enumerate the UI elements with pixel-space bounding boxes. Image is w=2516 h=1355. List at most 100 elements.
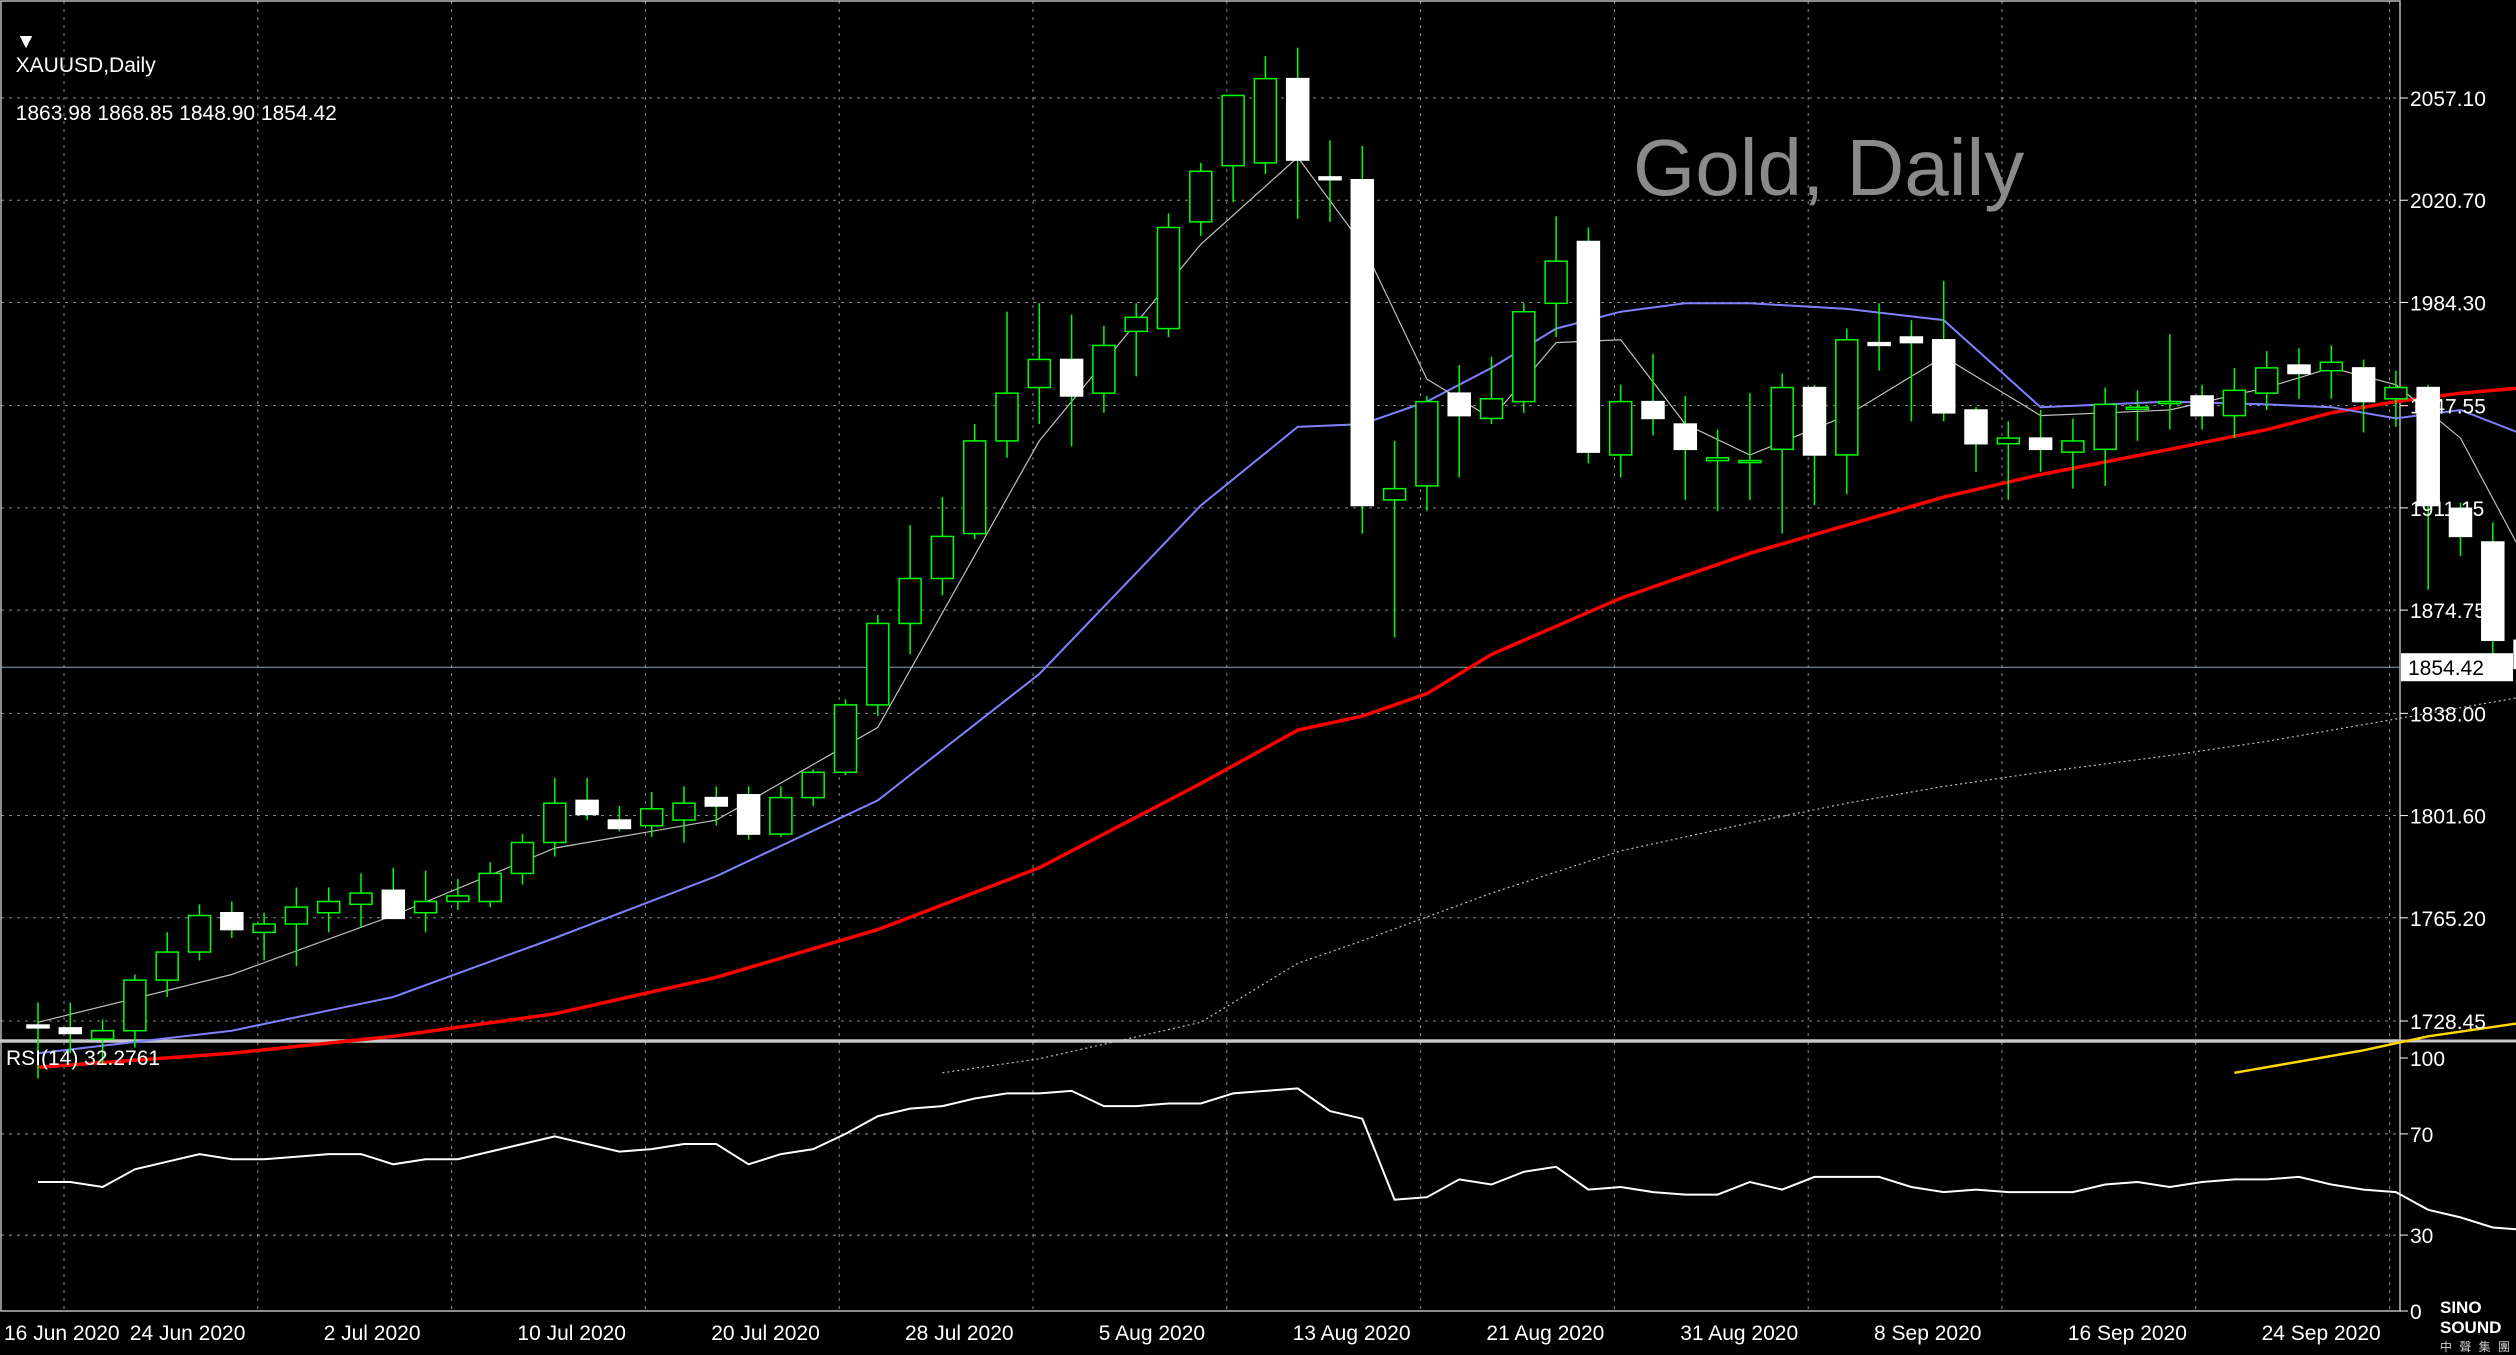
moving-average-layer bbox=[37, 156, 2516, 1075]
candle-bull bbox=[2093, 403, 2117, 451]
candle-bull bbox=[155, 951, 179, 981]
axis-layer: 2057.10 2020.70 1984.30 1947.55 1911.15 1874.… bbox=[4, 88, 2513, 1345]
candle-bear bbox=[1931, 339, 1956, 414]
rsi-tick-label: 100 bbox=[2410, 1048, 2445, 1071]
price-tick-label: 2020.70 bbox=[2410, 190, 2486, 213]
candle-bull bbox=[1738, 459, 1762, 464]
candle-bull bbox=[672, 802, 696, 821]
candle-bull bbox=[769, 796, 793, 835]
candle-bear bbox=[1899, 336, 1924, 344]
candle-bull bbox=[898, 577, 922, 625]
candle-bear bbox=[220, 911, 244, 931]
candle-bull bbox=[1996, 437, 2021, 445]
candle-bear bbox=[2287, 364, 2311, 375]
candle-bull bbox=[962, 440, 987, 535]
collapse-triangle-icon[interactable]: ▼ bbox=[15, 30, 37, 53]
candle-bear bbox=[2190, 395, 2214, 417]
time-tick-label: 8 Sep 2020 bbox=[1874, 1322, 1981, 1345]
rsi-line bbox=[38, 1087, 2516, 1231]
candle-bear bbox=[2448, 507, 2473, 538]
time-tick-label: 24 Jun 2020 bbox=[130, 1322, 246, 1345]
candle-bull bbox=[1092, 344, 1116, 394]
candle-bear bbox=[2481, 541, 2505, 642]
ma-blue-line bbox=[37, 302, 2516, 1055]
candle-bull bbox=[1770, 386, 1794, 451]
time-tick-label: 5 Aug 2020 bbox=[1099, 1322, 1205, 1345]
candle-bull bbox=[2319, 361, 2344, 372]
time-tick-label: 16 Sep 2020 bbox=[2068, 1322, 2187, 1345]
grid-layer bbox=[0, 0, 2516, 1312]
candle-bull bbox=[413, 900, 438, 914]
chart-header: ▼ XAUUSD,Daily 1863.98 1868.85 1848.90 1… bbox=[4, 6, 337, 126]
candle-bull bbox=[1189, 170, 1213, 223]
time-tick-label: 28 Jul 2020 bbox=[905, 1322, 1014, 1345]
rsi-label: RSI(14) 32.2761 bbox=[6, 1047, 161, 1070]
candle-bear bbox=[704, 796, 729, 807]
candle-bear bbox=[2351, 367, 2376, 403]
candle-bull bbox=[2384, 386, 2408, 400]
candle-bull bbox=[995, 392, 1019, 442]
candle-bull bbox=[2125, 406, 2150, 410]
candle-bull bbox=[316, 900, 341, 914]
price-tick-label: 1801.60 bbox=[2410, 806, 2486, 829]
candle-bear bbox=[2028, 437, 2053, 451]
candle-bull bbox=[90, 1029, 115, 1040]
time-tick-label: 16 Jun 2020 bbox=[4, 1322, 120, 1345]
candle-bull bbox=[866, 622, 890, 706]
candle-bull bbox=[1544, 260, 1568, 305]
candle-bull bbox=[123, 979, 147, 1032]
ohlc-readout: 1863.98 1868.85 1848.90 1854.42 bbox=[15, 102, 337, 125]
candle-bull bbox=[187, 914, 212, 953]
candle-bear bbox=[1673, 423, 1698, 451]
candle-bull bbox=[1415, 400, 1439, 487]
candle-bear bbox=[1802, 386, 1827, 456]
candlestick-layer bbox=[26, 47, 2516, 1079]
price-tick-label: 1911.15 bbox=[2410, 498, 2484, 521]
ma-yellow-line bbox=[2234, 1022, 2516, 1075]
candle-bear bbox=[1285, 77, 1310, 161]
candle-bear bbox=[381, 889, 406, 920]
time-tick-label: 13 Aug 2020 bbox=[1293, 1322, 1411, 1345]
candle-bull bbox=[252, 923, 276, 934]
candle-bull bbox=[349, 892, 373, 906]
price-tick-label: 1984.30 bbox=[2410, 292, 2486, 315]
rsi-panel-frame bbox=[0, 1041, 2401, 1312]
candle-bear bbox=[1964, 409, 1988, 445]
candle-bear bbox=[1576, 240, 1601, 453]
candle-bear bbox=[2416, 386, 2440, 507]
candle-bear bbox=[2513, 639, 2516, 670]
rsi-layer bbox=[1, 1087, 2516, 1236]
logo: SINO SOUND 中 聲 集 團 bbox=[2440, 1298, 2516, 1355]
candle-bull bbox=[1221, 94, 1245, 167]
candle-bull bbox=[1253, 77, 1278, 164]
candle-bull bbox=[2061, 440, 2085, 453]
symbol-title: XAUUSD,Daily bbox=[15, 54, 156, 77]
price-tick-label: 1947.55 bbox=[2410, 396, 2486, 419]
price-tick-label: 1838.00 bbox=[2410, 703, 2486, 726]
candle-bull bbox=[2222, 389, 2247, 417]
rsi-tick-label: 70 bbox=[2410, 1124, 2433, 1147]
candle-bear bbox=[736, 794, 761, 835]
time-tick-label: 2 Jul 2020 bbox=[324, 1322, 421, 1345]
rsi-tick-label: 30 bbox=[2410, 1225, 2433, 1248]
candle-bull bbox=[1705, 457, 1730, 462]
candle-bull bbox=[478, 872, 502, 903]
logo-subtext: 中 聲 集 團 bbox=[2440, 1340, 2513, 1354]
candle-bear bbox=[1867, 341, 1891, 347]
candle-bull bbox=[543, 802, 567, 844]
candle-bear bbox=[607, 819, 632, 830]
candle-bear bbox=[1447, 392, 1471, 417]
candle-bull bbox=[1382, 487, 1407, 501]
price-tick-label: 2057.10 bbox=[2410, 88, 2486, 111]
candle-bear bbox=[26, 1024, 50, 1029]
candle-bear bbox=[1059, 358, 1084, 397]
candle-bull bbox=[1835, 339, 1859, 456]
time-tick-label: 10 Jul 2020 bbox=[517, 1322, 626, 1345]
candle-bear bbox=[1350, 178, 1375, 507]
price-tick-label: 1728.45 bbox=[2410, 1011, 2486, 1034]
candle-bear bbox=[1318, 176, 1342, 181]
candle-bear bbox=[1641, 400, 1665, 420]
candle-bull bbox=[510, 841, 535, 875]
candle-bull bbox=[284, 906, 309, 925]
candle-bull bbox=[2254, 367, 2279, 394]
